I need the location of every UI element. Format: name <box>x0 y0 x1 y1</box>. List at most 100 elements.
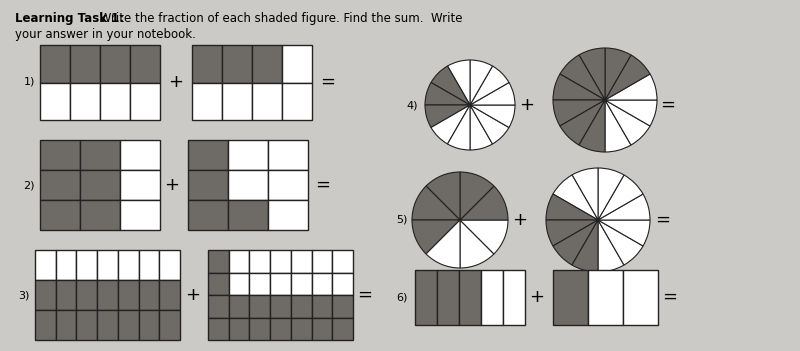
Text: =: = <box>321 73 335 91</box>
Wedge shape <box>553 74 605 100</box>
Bar <box>282 82 312 120</box>
Bar <box>282 45 312 82</box>
Wedge shape <box>470 105 509 144</box>
Wedge shape <box>572 168 598 220</box>
Bar <box>332 318 353 340</box>
Text: +: + <box>519 96 534 114</box>
Bar <box>56 310 77 340</box>
Bar <box>291 272 311 295</box>
Bar <box>208 250 229 272</box>
Bar <box>100 45 130 82</box>
Wedge shape <box>605 48 631 100</box>
Wedge shape <box>553 100 605 126</box>
Bar <box>188 170 228 200</box>
Bar <box>130 82 160 120</box>
Bar <box>503 270 525 325</box>
Bar <box>138 250 159 280</box>
Bar <box>250 250 270 272</box>
Text: +: + <box>165 176 179 194</box>
Bar <box>40 200 80 230</box>
Bar <box>270 318 291 340</box>
Bar <box>228 170 268 200</box>
Bar <box>77 280 97 310</box>
Bar <box>250 272 270 295</box>
Text: +: + <box>530 288 545 306</box>
Wedge shape <box>460 186 508 220</box>
Bar <box>437 270 459 325</box>
Wedge shape <box>598 194 650 220</box>
Bar <box>270 250 291 272</box>
Wedge shape <box>598 175 643 220</box>
Text: 5): 5) <box>397 215 408 225</box>
Wedge shape <box>470 60 493 105</box>
Bar <box>332 250 353 272</box>
Text: +: + <box>513 211 527 229</box>
Bar <box>80 200 120 230</box>
Bar <box>332 272 353 295</box>
Bar <box>208 272 229 295</box>
Wedge shape <box>579 48 605 100</box>
Bar <box>40 170 80 200</box>
Bar <box>291 295 311 318</box>
Text: your answer in your notebook.: your answer in your notebook. <box>15 28 196 41</box>
Text: =: = <box>662 288 678 306</box>
Wedge shape <box>447 105 470 150</box>
Bar <box>228 140 268 170</box>
Bar <box>588 270 623 325</box>
Wedge shape <box>579 100 605 152</box>
Wedge shape <box>605 100 650 145</box>
Wedge shape <box>426 220 460 268</box>
Bar <box>229 295 250 318</box>
Bar <box>268 200 308 230</box>
Wedge shape <box>598 220 650 246</box>
Bar <box>35 310 56 340</box>
Bar <box>250 295 270 318</box>
Bar <box>130 45 160 82</box>
Bar <box>120 170 160 200</box>
Bar <box>118 280 138 310</box>
Bar <box>459 270 481 325</box>
Text: Write the fraction of each shaded figure. Find the sum.  Write: Write the fraction of each shaded figure… <box>96 12 462 25</box>
Bar <box>97 310 118 340</box>
Bar <box>268 170 308 200</box>
Text: 2): 2) <box>23 180 35 190</box>
Bar <box>56 280 77 310</box>
Bar <box>291 318 311 340</box>
Bar <box>56 250 77 280</box>
Wedge shape <box>470 105 493 150</box>
Bar <box>188 200 228 230</box>
Wedge shape <box>425 105 470 127</box>
Text: =: = <box>655 211 670 229</box>
Wedge shape <box>431 66 470 105</box>
Wedge shape <box>431 105 470 144</box>
Bar <box>268 140 308 170</box>
Bar <box>70 45 100 82</box>
Bar <box>270 295 291 318</box>
Wedge shape <box>598 168 624 220</box>
Wedge shape <box>470 105 515 127</box>
Text: =: = <box>358 286 373 304</box>
Wedge shape <box>572 220 598 272</box>
Wedge shape <box>460 220 494 268</box>
Bar <box>70 82 100 120</box>
Bar <box>35 250 56 280</box>
Bar <box>138 280 159 310</box>
Wedge shape <box>460 172 494 220</box>
Bar <box>332 295 353 318</box>
Wedge shape <box>605 100 631 152</box>
Text: 6): 6) <box>397 292 408 302</box>
Wedge shape <box>560 100 605 145</box>
Bar <box>481 270 503 325</box>
Bar <box>120 200 160 230</box>
Wedge shape <box>460 220 508 254</box>
Wedge shape <box>553 175 598 220</box>
Wedge shape <box>598 220 643 265</box>
Wedge shape <box>447 60 470 105</box>
Bar <box>252 45 282 82</box>
Bar <box>159 310 180 340</box>
Bar <box>222 45 252 82</box>
Bar <box>118 310 138 340</box>
Wedge shape <box>598 220 624 272</box>
Text: +: + <box>169 73 183 91</box>
Text: 4): 4) <box>406 100 418 110</box>
